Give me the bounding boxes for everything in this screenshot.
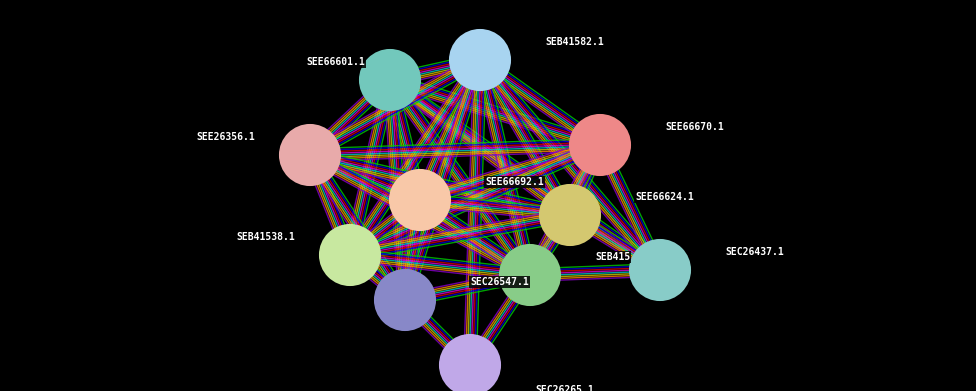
Circle shape (630, 240, 690, 300)
Circle shape (360, 50, 420, 110)
Text: SEB415: SEB415 (595, 252, 630, 262)
Text: SEE66692.1: SEE66692.1 (485, 177, 544, 187)
Circle shape (540, 185, 600, 245)
Text: SEE66624.1: SEE66624.1 (635, 192, 694, 202)
Text: SEE66601.1: SEE66601.1 (306, 57, 365, 67)
Text: SEC26547.1: SEC26547.1 (470, 277, 529, 287)
Text: SEE26356.1: SEE26356.1 (196, 132, 255, 142)
Circle shape (500, 245, 560, 305)
Circle shape (570, 115, 630, 175)
Circle shape (375, 270, 435, 330)
Circle shape (280, 125, 340, 185)
Text: SEC26265.1: SEC26265.1 (535, 385, 593, 391)
Circle shape (450, 30, 510, 90)
Circle shape (440, 335, 500, 391)
Text: SEB41582.1: SEB41582.1 (545, 37, 604, 47)
Text: SEC26437.1: SEC26437.1 (725, 247, 784, 257)
Text: SEE66670.1: SEE66670.1 (665, 122, 724, 132)
Text: SEB41538.1: SEB41538.1 (236, 232, 295, 242)
Circle shape (320, 225, 380, 285)
Circle shape (390, 170, 450, 230)
